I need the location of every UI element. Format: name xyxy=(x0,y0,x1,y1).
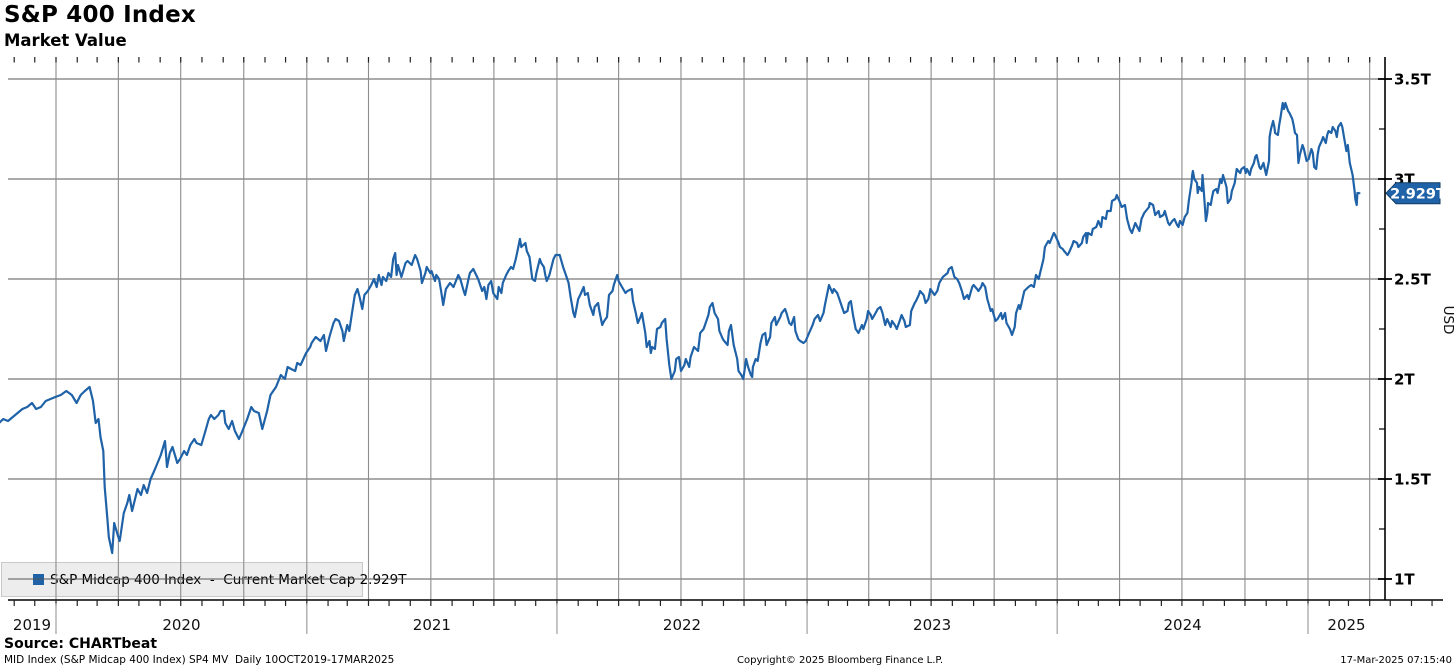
print-timestamp: 17-Mar-2025 07:15:40 xyxy=(1340,655,1452,665)
copyright-notice: Copyright© 2025 Bloomberg Finance L.P. xyxy=(737,655,944,665)
y-axis-label: 1T xyxy=(1394,571,1415,589)
security-descriptor: MID Index (S&P Midcap 400 Index) SP4 MV … xyxy=(4,654,395,665)
y-axis-label: 2T xyxy=(1394,371,1415,389)
x-axis-year-label: 2020 xyxy=(162,616,200,634)
gridlines xyxy=(8,57,1385,600)
x-axis-year-label: 2023 xyxy=(913,616,951,634)
y-axis-label: 1.5T xyxy=(1394,471,1432,489)
x-axis-year-label: 2021 xyxy=(413,616,451,634)
axis-ticks xyxy=(13,57,1433,634)
y-axis-label: 2.5T xyxy=(1394,271,1432,289)
last-price-tag: 2.929T xyxy=(1385,182,1446,205)
x-axis-year-label: 2024 xyxy=(1164,616,1202,634)
chart-subtitle: Market Value xyxy=(4,31,127,50)
source-label: Source: CHARTbeat xyxy=(4,636,158,652)
axes xyxy=(8,57,1443,601)
last-price-tag-shape xyxy=(1385,182,1441,205)
x-axis-year-labels: 2019 2020 2021 2022 2023 2024 2025 xyxy=(13,616,1366,634)
price-line-series[interactable] xyxy=(0,101,1361,555)
y-axis-label: 3.5T xyxy=(1394,71,1432,89)
market-value-line xyxy=(0,101,1361,555)
page-title: S&P 400 Index xyxy=(4,2,196,28)
x-axis-year-label: 2025 xyxy=(1327,616,1365,634)
axis-unit: USD xyxy=(1440,306,1456,335)
x-axis-year-label: 2019 xyxy=(13,616,51,634)
x-axis-year-label: 2022 xyxy=(663,616,701,634)
last-price-tag-value: 2.929T xyxy=(1390,187,1446,203)
y-axis-unit-label: USD xyxy=(1440,306,1456,335)
